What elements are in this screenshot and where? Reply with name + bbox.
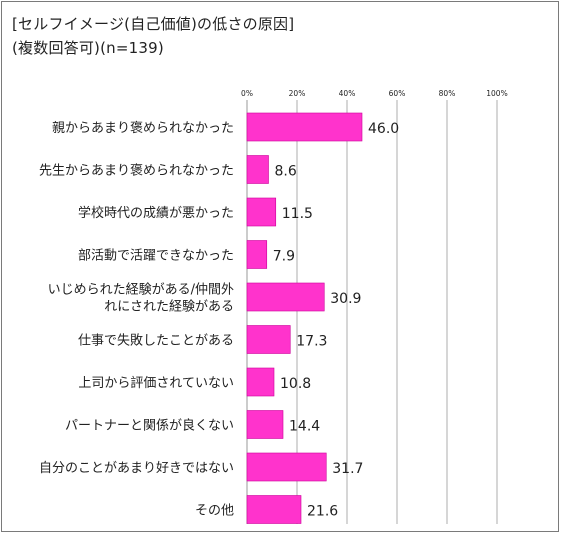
bar: [246, 495, 302, 524]
category-label: 仕事で失敗したことがある: [78, 334, 234, 349]
bar: [246, 452, 327, 482]
category-label: 自分のことがあまり好きではない: [39, 461, 234, 476]
category-label: 上司から評価されていない: [78, 376, 234, 391]
chart-title: [セルフイメージ(自己価値)の低さの原因]: [12, 15, 295, 33]
bar: [246, 325, 291, 354]
bar: [246, 197, 277, 227]
chart-subtitle: (複数回答可)(n=139): [12, 39, 164, 57]
category-label: 学校時代の成績が悪かった: [78, 205, 234, 221]
data-label: 30.9: [330, 291, 361, 307]
bar: [246, 112, 363, 142]
bar: [246, 155, 269, 184]
category-label: れにされた経験がある: [104, 300, 234, 315]
data-label: 21.6: [307, 504, 338, 520]
category-label: その他: [195, 504, 234, 519]
data-label: 11.5: [282, 206, 313, 222]
x-tick-label: 40%: [339, 89, 356, 98]
bar: [246, 282, 325, 312]
bar: [246, 410, 284, 439]
category-label: いじめられた経験がある/仲間外: [48, 283, 234, 298]
bar: [246, 240, 268, 269]
data-label: 46.0: [368, 121, 399, 137]
x-tick-label: 100%: [486, 89, 507, 98]
chart-title-block: [セルフイメージ(自己価値)の低さの原因] (複数回答可)(n=139): [12, 12, 294, 60]
data-label: 14.4: [289, 419, 320, 435]
data-label: 17.3: [296, 334, 327, 350]
x-tick-label: 80%: [439, 89, 456, 98]
bar: [246, 367, 275, 397]
x-tick-label: 60%: [389, 89, 406, 98]
category-label: パートナーと関係が良くない: [65, 418, 234, 434]
data-label: 10.8: [280, 376, 311, 392]
x-tick-label: 0%: [241, 89, 253, 98]
category-label: 先生からあまり褒められなかった: [39, 164, 234, 179]
data-label: 8.6: [275, 164, 297, 180]
category-label: 親からあまり褒められなかった: [52, 121, 234, 136]
data-label: 31.7: [332, 461, 363, 477]
category-label: 部活動で活躍できなかった: [78, 249, 234, 264]
data-label: 7.9: [273, 249, 295, 265]
x-tick-label: 20%: [289, 89, 306, 98]
